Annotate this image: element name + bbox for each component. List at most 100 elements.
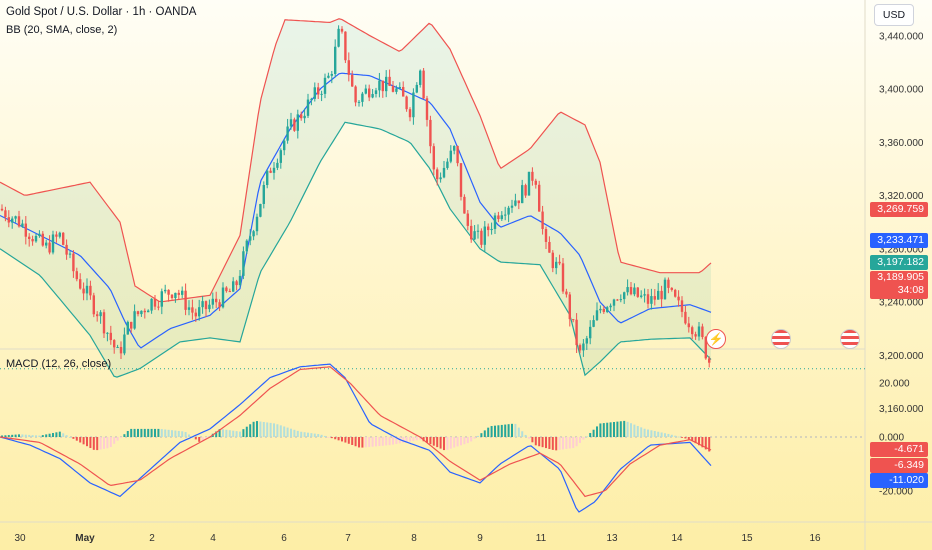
time-tick-label: 13 [606,533,618,544]
histogram-bar [487,427,490,437]
histogram-bar [670,434,673,437]
histogram-bar [313,433,316,437]
candle-body [225,287,228,292]
currency-button[interactable]: USD [874,4,914,26]
histogram-bar [511,423,513,437]
histogram-bar [599,423,602,437]
candle-body [674,289,677,297]
histogram-bar [126,430,129,437]
lightning-icon[interactable]: ⚡ [706,329,726,349]
candle-body [252,231,255,237]
histogram-bar [477,435,479,437]
histogram-bar [205,437,207,439]
histogram-bar [160,429,163,437]
candle-body [459,163,463,197]
histogram-bar [75,437,78,441]
candle-body [599,308,602,311]
candle-body [177,292,180,295]
candle-body [92,295,95,315]
histogram-bar [351,437,354,445]
candle-body [527,171,531,196]
candle-body [289,119,293,127]
histogram-bar [164,429,167,437]
histogram-bar [653,431,656,437]
histogram-bar [364,437,367,448]
candle-body [398,87,401,89]
histogram-bar [249,424,252,437]
histogram-bar [218,429,221,437]
histogram-bar [647,429,649,437]
histogram-bar [694,437,697,444]
candle-body [561,263,565,292]
macd-indicator-label[interactable]: MACD (12, 26, close) [6,358,112,370]
histogram-bar [538,437,541,447]
candle-body [507,207,510,215]
histogram-bar [460,437,462,446]
candle-body [323,77,327,94]
histogram-bar [7,435,10,437]
candle-body [106,332,109,334]
histogram-bar [446,437,449,450]
histogram-bar [368,437,371,447]
price-tick-label: 3,320.000 [879,191,924,202]
histogram-bar [14,434,17,437]
candle-body [585,338,588,344]
candle-body [660,290,663,300]
histogram-bar [691,437,694,442]
histogram-bar [341,437,343,442]
histogram-bar [504,424,507,437]
histogram-bar [378,437,381,447]
bb-band-fill [0,18,711,378]
candle-body [442,167,446,178]
histogram-bar [616,421,619,437]
histogram-bar [24,434,27,437]
histogram-bar [4,435,7,437]
price-tick-label: 3,160.000 [879,404,924,415]
bb-basis-tag: 3,233.471 [870,233,928,248]
candle-body [330,73,333,76]
histogram-bar [65,435,68,437]
candle-body [534,180,537,185]
candle-body [75,271,78,280]
histogram-bar [429,437,432,445]
us-flag-icon[interactable] [771,329,791,349]
candle-body [432,146,435,170]
candle-body [439,177,442,180]
price-tick-label: 3,240.000 [879,298,924,309]
histogram-bar [500,424,503,437]
histogram-bar [147,428,150,437]
histogram-bar [555,437,558,451]
candle-body [119,346,123,354]
us-flag-icon[interactable] [840,329,860,349]
histogram-bar [633,424,636,437]
symbol-title[interactable]: Gold Spot / U.S. Dollar · 1h · OANDA [6,6,197,18]
histogram-bar [69,437,71,438]
histogram-bar [120,437,122,438]
bb-indicator-label[interactable]: BB (20, SMA, close, 2) [6,24,118,36]
candle-body [123,334,126,354]
candle-body [4,210,7,218]
histogram-bar [82,437,85,445]
bb-lower-tag: 3,197.182 [870,255,928,270]
candle-body [130,321,133,329]
histogram-bar [534,437,537,446]
histogram-bar [371,437,374,447]
histogram-bar [664,433,666,437]
time-tick-label: 15 [741,533,753,544]
histogram-bar [18,434,20,437]
time-tick-label: 16 [809,533,821,544]
histogram-bar [582,437,585,440]
histogram-bar [201,437,204,441]
histogram-bar [35,435,37,437]
candle-body [470,225,473,240]
candle-body [551,252,554,269]
candle-body [201,301,204,308]
histogram-bar [589,433,592,437]
histogram-bar [494,425,496,437]
candle-body [283,140,286,151]
histogram-bar [483,430,486,437]
candle-body [371,93,374,98]
histogram-bar [320,434,323,437]
candle-body [334,46,337,74]
